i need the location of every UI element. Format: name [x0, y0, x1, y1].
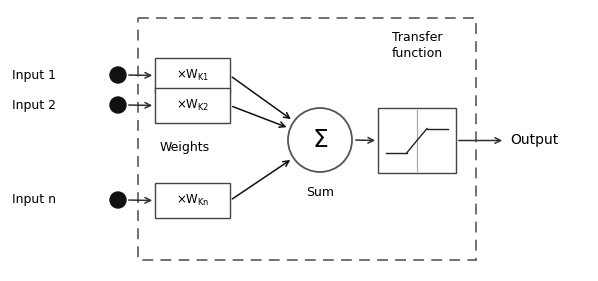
Text: Weights: Weights — [160, 142, 210, 155]
Text: $\times$W$_{\mathrm{Kn}}$: $\times$W$_{\mathrm{Kn}}$ — [176, 193, 209, 208]
Circle shape — [110, 97, 126, 113]
Bar — [138, 18, 476, 260]
Bar — [155, 58, 230, 93]
Circle shape — [110, 67, 126, 83]
Text: $\times$W$_{\mathrm{K2}}$: $\times$W$_{\mathrm{K2}}$ — [176, 98, 209, 113]
Text: Output: Output — [510, 133, 559, 147]
Bar — [155, 88, 230, 123]
Text: $\times$W$_{\mathrm{K1}}$: $\times$W$_{\mathrm{K1}}$ — [176, 68, 209, 83]
Text: Sum: Sum — [306, 186, 334, 199]
Bar — [378, 108, 456, 173]
Text: Input n: Input n — [12, 194, 56, 207]
Text: Input 2: Input 2 — [12, 99, 56, 112]
Text: Input 1: Input 1 — [12, 69, 56, 81]
Text: $\Sigma$: $\Sigma$ — [312, 128, 328, 152]
Circle shape — [288, 108, 352, 172]
Circle shape — [110, 192, 126, 208]
Bar — [155, 183, 230, 218]
Text: Transfer
function: Transfer function — [392, 31, 443, 60]
